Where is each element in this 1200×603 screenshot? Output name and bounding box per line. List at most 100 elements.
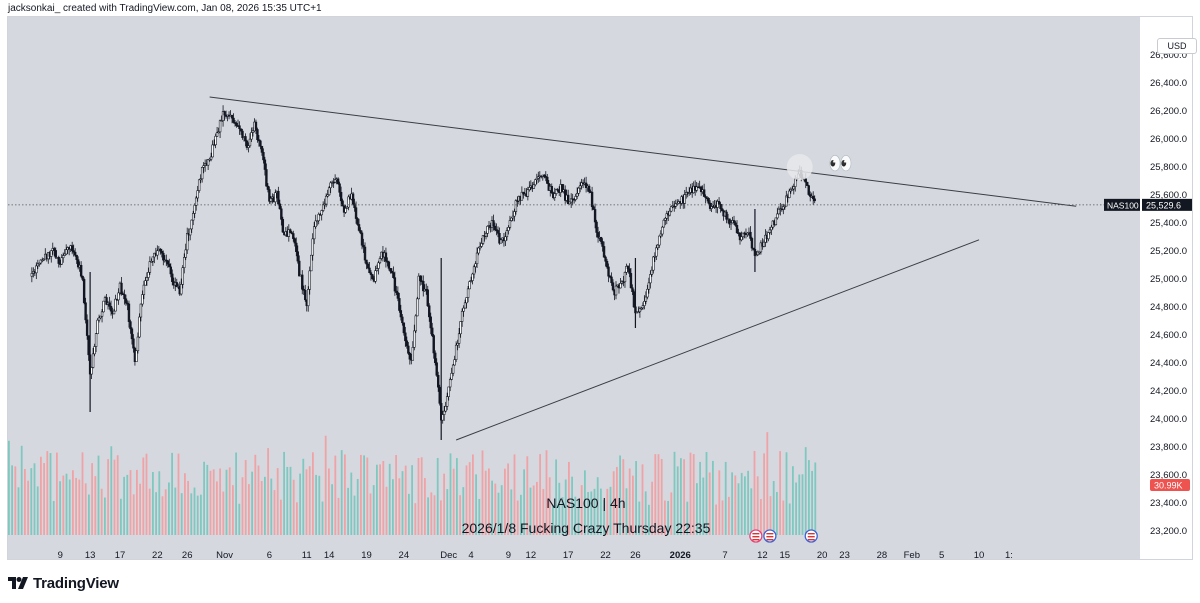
candle-body xyxy=(813,198,816,202)
candle-body xyxy=(605,260,609,268)
price-scale[interactable] xyxy=(1140,17,1192,559)
economic-event-icons[interactable] xyxy=(749,529,818,543)
volume-bar xyxy=(280,499,282,535)
time-tick-label: Nov xyxy=(216,550,233,559)
candle-body xyxy=(809,194,812,197)
price-tick-label: 24,800.0 xyxy=(1150,302,1187,313)
candle-body xyxy=(441,414,444,421)
candle-body xyxy=(112,310,116,315)
candle-body xyxy=(574,196,577,200)
volume-bar xyxy=(104,497,106,535)
candle-body xyxy=(435,362,438,376)
candle-body xyxy=(250,132,253,140)
symbol-watermark: NAS100 | 4h xyxy=(546,495,625,511)
tradingview-logo-icon xyxy=(8,577,28,589)
volume-bar xyxy=(600,488,602,535)
candle-body xyxy=(129,321,132,330)
volume-bar xyxy=(811,470,813,535)
candle-body xyxy=(168,263,171,268)
candle-body xyxy=(402,322,406,334)
volume-bar xyxy=(766,432,769,535)
volume-bar xyxy=(299,473,301,535)
volume-bar xyxy=(267,448,269,535)
candle-body xyxy=(398,298,401,311)
volume-bar xyxy=(88,494,90,535)
volume-bar xyxy=(478,498,481,535)
trendline-lower[interactable] xyxy=(455,239,980,441)
volume-bar xyxy=(116,455,119,535)
candle-body xyxy=(209,156,213,160)
volume-bar xyxy=(20,445,23,535)
volume-bar xyxy=(334,455,337,535)
volume-bar xyxy=(644,491,647,535)
time-tick-label: 19 xyxy=(361,550,372,559)
candle-body xyxy=(171,273,174,282)
candle-body xyxy=(278,203,282,210)
candle-body xyxy=(366,263,370,269)
volume-bar xyxy=(510,489,513,535)
volume-bar xyxy=(392,479,394,535)
volume-bar xyxy=(596,477,599,535)
candle-body xyxy=(269,198,273,202)
candle-body xyxy=(644,296,648,302)
candle-body xyxy=(295,242,298,253)
candle-body xyxy=(631,287,634,292)
volume-bar xyxy=(526,456,529,535)
candle-body xyxy=(377,262,380,269)
candle-body xyxy=(392,272,395,278)
volume-bar xyxy=(168,482,170,535)
volume-bar xyxy=(292,479,295,535)
candle-body xyxy=(281,219,285,233)
candle-body xyxy=(732,220,736,224)
candle-body xyxy=(235,123,238,126)
candle-body xyxy=(650,269,654,275)
time-tick-label: 22 xyxy=(600,550,611,559)
candle-body xyxy=(610,276,613,284)
candle-body xyxy=(404,332,407,342)
candle-body xyxy=(507,227,510,231)
candle-body xyxy=(85,319,89,336)
footer-brand: TradingView xyxy=(33,574,119,592)
chart-frame[interactable]: 👀 23,200.0 23,400.0 23,600.0 23,800.0 24,000.… xyxy=(7,16,1197,560)
candle-body xyxy=(244,136,247,142)
currency-selector[interactable]: USD xyxy=(1157,38,1197,54)
candle-body xyxy=(251,130,255,133)
price-chart[interactable]: 👀 23,200.0 23,400.0 23,600.0 23,800.0 24,000.… xyxy=(8,17,1192,559)
price-tick-label: 25,400.0 xyxy=(1150,218,1187,229)
candle-body xyxy=(266,185,270,190)
volume-bar xyxy=(340,450,343,535)
candle-body xyxy=(75,254,78,260)
candle-body xyxy=(655,247,658,257)
volume-bar xyxy=(804,447,807,535)
candle-body xyxy=(649,274,652,284)
candle-body xyxy=(676,203,679,205)
candle-body xyxy=(84,302,87,321)
candle-body xyxy=(469,280,473,282)
candle-body xyxy=(465,297,468,304)
time-scale[interactable] xyxy=(8,543,1140,559)
candle-body xyxy=(189,228,192,236)
candle-body xyxy=(41,259,44,262)
candle-body xyxy=(463,302,467,309)
volume-bar xyxy=(209,470,212,535)
candle-body xyxy=(141,294,144,305)
volume-bar xyxy=(750,488,753,535)
volume-bar xyxy=(129,470,132,535)
candle-body xyxy=(481,235,485,244)
candle-body xyxy=(96,319,99,335)
eyes-emoji: 👀 xyxy=(828,153,853,175)
candle-body xyxy=(442,410,446,415)
trendline-upper[interactable] xyxy=(209,96,1077,207)
volume-bar xyxy=(308,466,311,535)
candle-body xyxy=(169,266,172,275)
volume-bar xyxy=(196,495,199,535)
candle-body xyxy=(117,292,120,301)
candle-body xyxy=(274,192,277,203)
volume-bar xyxy=(305,469,308,535)
candle-body xyxy=(670,206,673,212)
candle-body xyxy=(450,372,453,380)
candle-body xyxy=(426,289,429,307)
volume-bar xyxy=(532,485,535,535)
candle-body xyxy=(462,307,465,312)
candle-body xyxy=(646,288,649,298)
